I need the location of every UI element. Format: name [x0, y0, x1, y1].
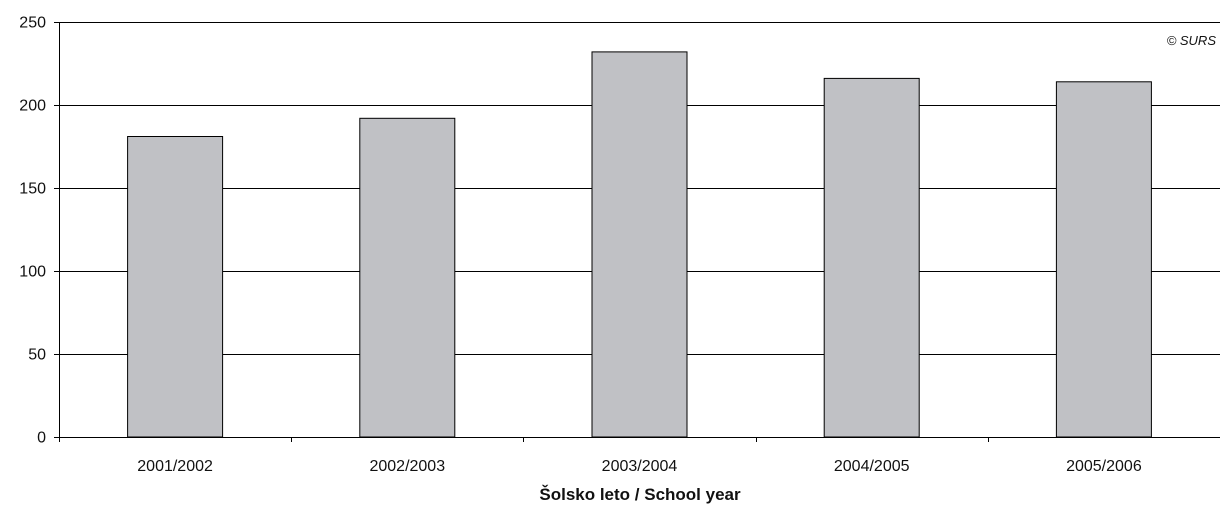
x-axis-title: Šolsko leto / School year	[539, 485, 741, 504]
y-tick-label: 250	[19, 15, 46, 32]
y-tick-labels: 0 50 100 150 200 250	[19, 15, 46, 447]
x-tick-label: 2001/2002	[137, 458, 213, 475]
y-tick-label: 150	[19, 181, 46, 198]
y-tick-label: 0	[37, 430, 46, 447]
bar	[359, 117, 456, 438]
bars	[127, 51, 1152, 438]
copyright-credit: © SURS	[1167, 33, 1217, 48]
x-tick-label: 2003/2004	[602, 458, 678, 475]
x-tick-labels: 2001/2002 2002/2003 2003/2004 2004/2005 2005…	[137, 458, 1142, 475]
x-tick-label: 2005/2006	[1066, 458, 1142, 475]
y-tick-label: 100	[19, 264, 46, 281]
x-tick-label: 2004/2005	[834, 458, 910, 475]
y-tick-label: 50	[28, 347, 46, 364]
bar	[823, 77, 920, 438]
bar	[591, 51, 688, 438]
axes	[54, 22, 1220, 442]
bar	[1055, 81, 1152, 438]
y-tick-label: 200	[19, 98, 46, 115]
x-tick-label: 2002/2003	[369, 458, 445, 475]
bar	[127, 136, 224, 438]
